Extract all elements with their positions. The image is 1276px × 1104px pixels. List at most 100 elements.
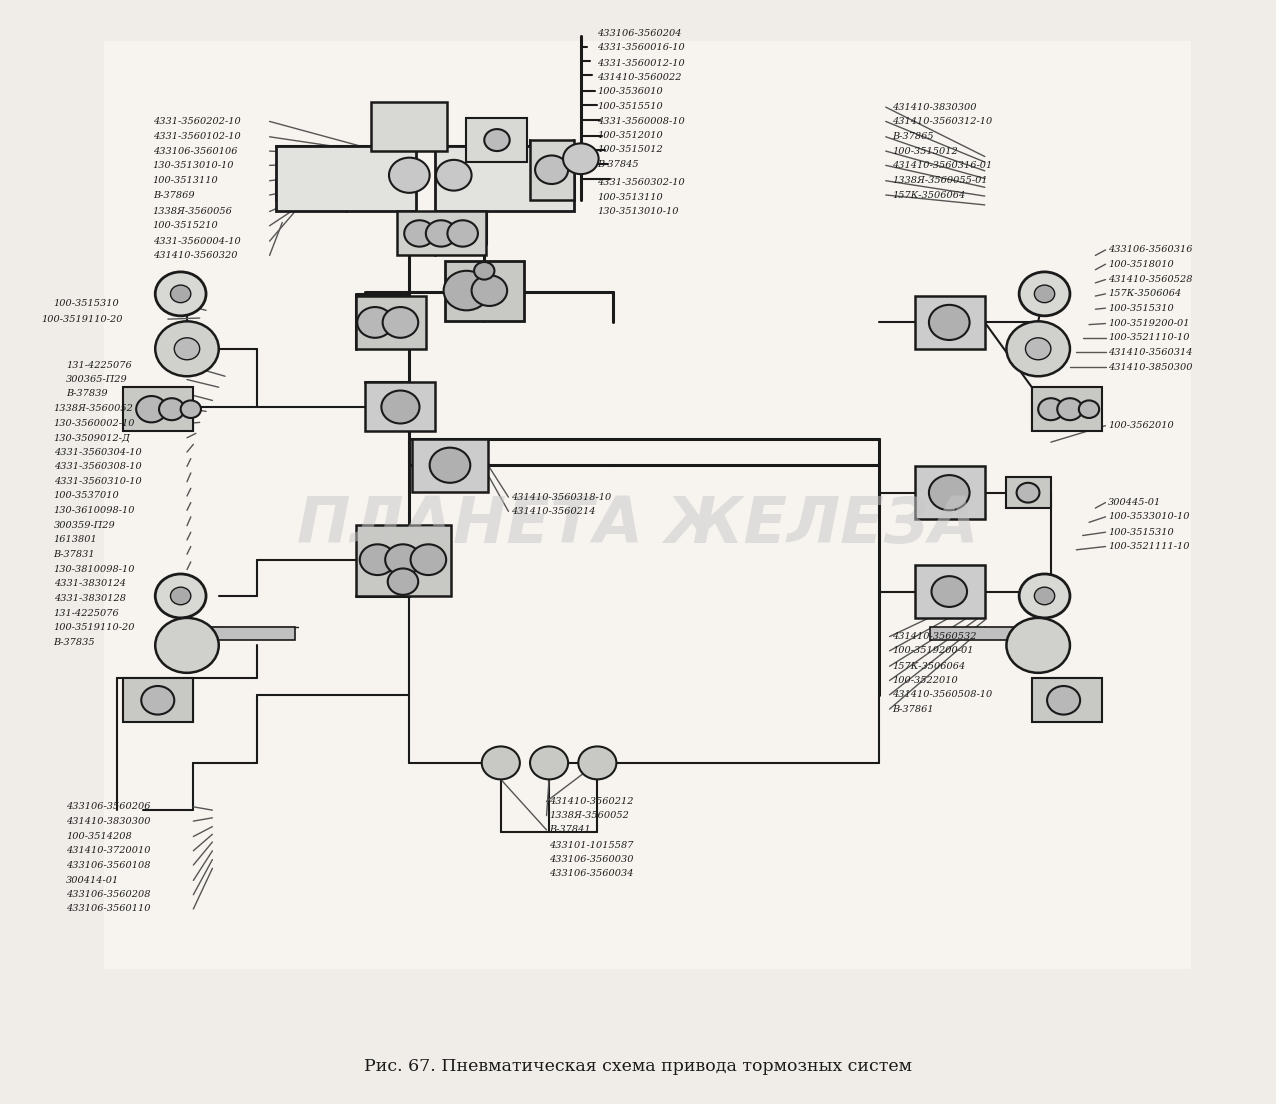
Text: 300445-01: 300445-01 bbox=[1108, 498, 1161, 507]
Circle shape bbox=[171, 587, 191, 605]
Bar bbox=[412, 439, 489, 491]
Text: 431410-3560508-10: 431410-3560508-10 bbox=[892, 690, 993, 699]
Text: 431410-3560312-10: 431410-3560312-10 bbox=[892, 117, 993, 126]
Bar bbox=[356, 296, 426, 349]
Text: 431410-3830300: 431410-3830300 bbox=[892, 103, 976, 112]
Text: 100-3515012: 100-3515012 bbox=[892, 147, 958, 156]
Text: Рис. 67. Пневматическая схема привода тормозных систем: Рис. 67. Пневматическая схема привода то… bbox=[364, 1058, 912, 1074]
Circle shape bbox=[156, 272, 205, 316]
Bar bbox=[276, 146, 416, 212]
Circle shape bbox=[360, 544, 396, 575]
Text: 4331-3560012-10: 4331-3560012-10 bbox=[597, 59, 685, 67]
Text: 131-4225076: 131-4225076 bbox=[66, 361, 131, 370]
Text: 100-3562010: 100-3562010 bbox=[1108, 422, 1174, 431]
Text: 157К-3506064: 157К-3506064 bbox=[892, 191, 966, 200]
Text: 4331-3560102-10: 4331-3560102-10 bbox=[153, 132, 240, 141]
Bar bbox=[397, 212, 486, 255]
Text: 100-3515310: 100-3515310 bbox=[1108, 304, 1174, 312]
Circle shape bbox=[929, 305, 970, 340]
Text: 130-3560002-10: 130-3560002-10 bbox=[54, 420, 135, 428]
Circle shape bbox=[382, 391, 420, 424]
Text: 433106-3560030: 433106-3560030 bbox=[549, 856, 634, 864]
Text: 100-3518010: 100-3518010 bbox=[1108, 259, 1174, 268]
Text: 433106-3560106: 433106-3560106 bbox=[153, 147, 237, 156]
Text: 4331-3560004-10: 4331-3560004-10 bbox=[153, 236, 240, 246]
Text: 300359-П29: 300359-П29 bbox=[54, 521, 115, 530]
Circle shape bbox=[1007, 618, 1071, 672]
Text: 431410-3560214: 431410-3560214 bbox=[510, 507, 596, 516]
Text: 130-3810098-10: 130-3810098-10 bbox=[54, 565, 135, 574]
Text: В-37831: В-37831 bbox=[54, 550, 96, 559]
Circle shape bbox=[1007, 321, 1071, 376]
Circle shape bbox=[563, 144, 598, 174]
Text: 1338Я-3560052: 1338Я-3560052 bbox=[54, 404, 134, 413]
Text: 431410-3560528: 431410-3560528 bbox=[1108, 275, 1193, 284]
Text: 100-3537010: 100-3537010 bbox=[54, 491, 120, 500]
Text: 100-3533010-10: 100-3533010-10 bbox=[1108, 512, 1189, 521]
Circle shape bbox=[535, 156, 568, 184]
Bar bbox=[124, 678, 194, 722]
Text: 100-3519200-01: 100-3519200-01 bbox=[1108, 319, 1189, 328]
Text: 433101-1015587: 433101-1015587 bbox=[549, 841, 634, 850]
Text: 100-3515310: 100-3515310 bbox=[1108, 528, 1174, 537]
Circle shape bbox=[1035, 587, 1055, 605]
Text: 4331-3830128: 4331-3830128 bbox=[54, 594, 125, 603]
Circle shape bbox=[578, 746, 616, 779]
Bar bbox=[915, 466, 985, 519]
Bar bbox=[1032, 388, 1101, 432]
Circle shape bbox=[404, 221, 435, 246]
Text: 431410-3560022: 431410-3560022 bbox=[597, 73, 681, 82]
Text: 100-3519110-20: 100-3519110-20 bbox=[54, 624, 135, 633]
Circle shape bbox=[929, 475, 970, 510]
Circle shape bbox=[160, 399, 185, 421]
Text: 433106-3560208: 433106-3560208 bbox=[66, 890, 151, 900]
Circle shape bbox=[156, 618, 218, 672]
Text: 431410-3830300: 431410-3830300 bbox=[66, 817, 151, 826]
Text: 431410-3850300: 431410-3850300 bbox=[1108, 363, 1193, 372]
Text: 100-3513110: 100-3513110 bbox=[153, 177, 218, 185]
Circle shape bbox=[1058, 399, 1082, 421]
Text: 100-3536010: 100-3536010 bbox=[597, 87, 664, 96]
Circle shape bbox=[1078, 401, 1099, 418]
Bar bbox=[371, 102, 448, 151]
Circle shape bbox=[411, 544, 447, 575]
Text: 4331-3560308-10: 4331-3560308-10 bbox=[54, 461, 142, 470]
Text: 4331-3560302-10: 4331-3560302-10 bbox=[597, 179, 685, 188]
Text: 131-4225076: 131-4225076 bbox=[54, 609, 120, 618]
Circle shape bbox=[1026, 338, 1051, 360]
Text: 1338Я-3560055-01: 1338Я-3560055-01 bbox=[892, 177, 988, 185]
Text: 130-3513010-10: 130-3513010-10 bbox=[153, 161, 235, 170]
Bar bbox=[1032, 678, 1101, 722]
Text: 431410-3560320: 431410-3560320 bbox=[153, 251, 237, 259]
Bar bbox=[1007, 477, 1051, 508]
Circle shape bbox=[482, 746, 519, 779]
Text: 100-3515210: 100-3515210 bbox=[153, 221, 218, 231]
Circle shape bbox=[388, 569, 419, 595]
Text: 100-3519200-01: 100-3519200-01 bbox=[892, 646, 974, 656]
Text: В-37865: В-37865 bbox=[892, 132, 934, 141]
Bar bbox=[930, 627, 1039, 640]
Text: 130-3610098-10: 130-3610098-10 bbox=[54, 506, 135, 514]
Bar bbox=[188, 627, 295, 640]
Circle shape bbox=[385, 544, 421, 575]
Circle shape bbox=[444, 270, 490, 310]
Circle shape bbox=[1017, 482, 1040, 502]
Text: 4331-3560202-10: 4331-3560202-10 bbox=[153, 117, 240, 126]
Circle shape bbox=[1035, 285, 1055, 302]
Circle shape bbox=[156, 574, 205, 618]
Text: 4331-3560304-10: 4331-3560304-10 bbox=[54, 447, 142, 457]
Text: В-37841: В-37841 bbox=[549, 826, 591, 835]
Text: 433106-3560108: 433106-3560108 bbox=[66, 860, 151, 870]
Text: 433106-3560204: 433106-3560204 bbox=[597, 29, 681, 38]
Circle shape bbox=[1020, 574, 1071, 618]
Text: 130-3509012-Д: 130-3509012-Д bbox=[54, 433, 130, 443]
Circle shape bbox=[436, 160, 472, 191]
Bar bbox=[530, 140, 574, 201]
Bar bbox=[445, 261, 523, 321]
Circle shape bbox=[357, 307, 393, 338]
Text: 431410-3720010: 431410-3720010 bbox=[66, 847, 151, 856]
Circle shape bbox=[426, 221, 457, 246]
Text: 4331-3830124: 4331-3830124 bbox=[54, 580, 125, 588]
Text: 157К-3506064: 157К-3506064 bbox=[892, 661, 966, 671]
Text: В-37845: В-37845 bbox=[597, 160, 639, 169]
